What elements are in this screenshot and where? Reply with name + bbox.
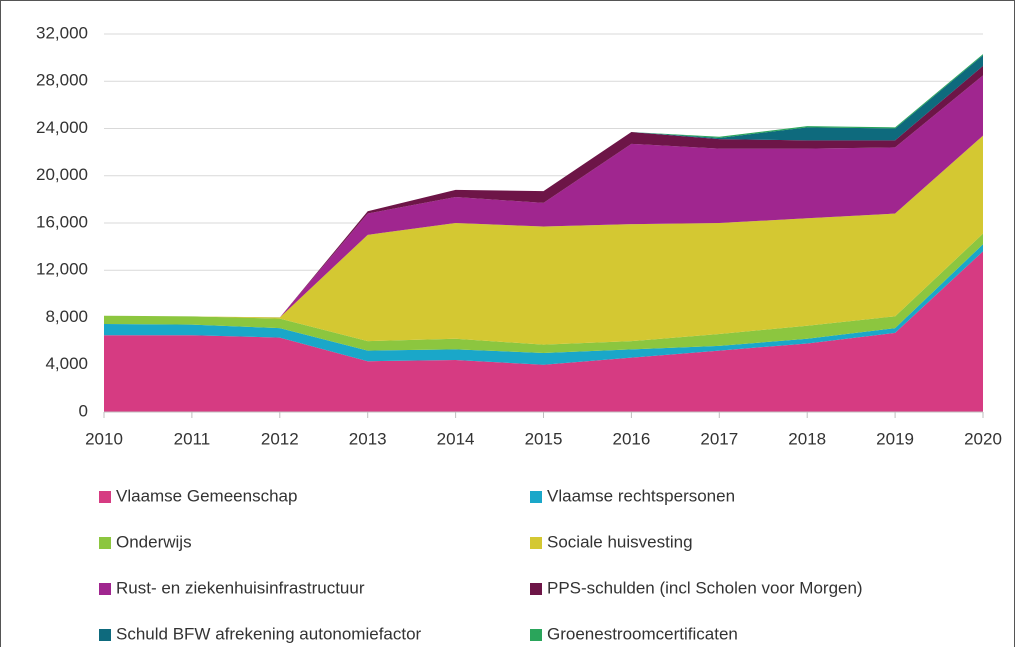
x-tick-label: 2019 (876, 429, 914, 448)
area (104, 251, 983, 412)
x-tick-label: 2013 (349, 429, 387, 448)
x-tick-label: 2016 (612, 429, 650, 448)
y-tick-label: 28,000 (36, 71, 88, 90)
legend-swatch (99, 583, 111, 595)
legend-label: Vlaamse rechtspersonen (547, 486, 735, 505)
area (104, 65, 983, 318)
legend-swatch (530, 583, 542, 595)
legend-label: Rust- en ziekenhuisinfrastructuur (116, 578, 365, 597)
y-tick-label: 16,000 (36, 212, 88, 231)
legend-label: Groenestroomcertificaten (547, 624, 738, 643)
x-tick-label: 2011 (174, 429, 211, 448)
area (104, 75, 983, 318)
y-tick-label: 12,000 (36, 260, 88, 279)
x-tick-label: 2018 (788, 429, 826, 448)
x-tick-label: 2017 (700, 429, 738, 448)
legend-swatch (530, 491, 542, 503)
legend-swatch (99, 629, 111, 641)
legend-swatch (99, 537, 111, 549)
legend-label: Onderwijs (116, 532, 192, 551)
legend-swatch (530, 537, 542, 549)
y-tick-label: 4,000 (45, 354, 88, 373)
y-tick-label: 0 (79, 401, 88, 420)
legend-label: Schuld BFW afrekening autonomiefactor (116, 624, 422, 643)
legend-label: Sociale huisvesting (547, 532, 693, 551)
y-tick-label: 24,000 (36, 118, 88, 137)
y-tick-label: 20,000 (36, 165, 88, 184)
legend-swatch (99, 491, 111, 503)
area (104, 135, 983, 345)
legend-swatch (530, 629, 542, 641)
x-tick-label: 2015 (525, 429, 563, 448)
legend-label: PPS-schulden (incl Scholen voor Morgen) (547, 578, 863, 597)
x-tick-label: 2012 (261, 429, 299, 448)
legend-label: Vlaamse Gemeenschap (116, 486, 297, 505)
y-tick-label: 8,000 (45, 307, 88, 326)
x-tick-label: 2014 (437, 429, 475, 448)
y-tick-label: 32,000 (36, 23, 88, 42)
x-tick-label: 2020 (964, 429, 1002, 448)
x-tick-label: 2010 (85, 429, 123, 448)
